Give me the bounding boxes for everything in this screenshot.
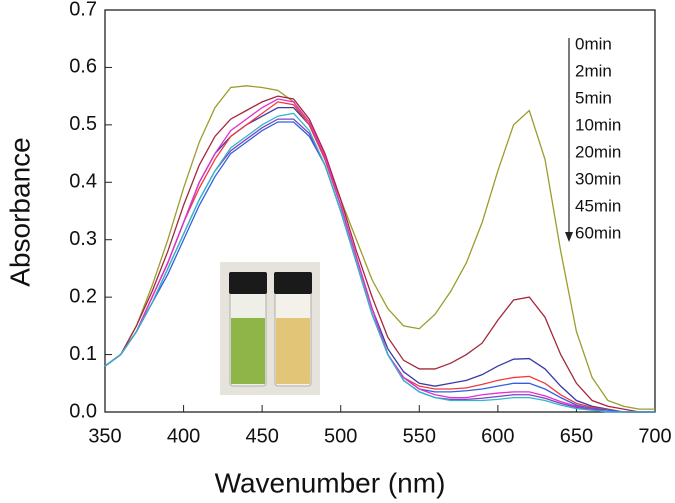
- legend-label: 45min: [575, 196, 621, 215]
- x-tick-label: 650: [560, 425, 593, 447]
- y-tick-label: 0.2: [69, 285, 97, 307]
- series-line: [104, 101, 655, 413]
- legend-label: 60min: [575, 223, 621, 242]
- legend-label: 2min: [575, 61, 612, 80]
- series-line: [104, 118, 655, 413]
- legend-label: 10min: [575, 115, 621, 134]
- x-axis-title: Wavenumber (nm): [215, 467, 446, 498]
- series-line: [104, 98, 655, 413]
- legend-label: 0min: [575, 34, 612, 53]
- x-tick-label: 600: [481, 425, 514, 447]
- x-tick-label: 700: [638, 425, 671, 447]
- y-axis-title: Absorbance: [4, 137, 35, 286]
- legend-label: 30min: [575, 169, 621, 188]
- y-tick-label: 0.7: [69, 0, 97, 20]
- legend-arrowhead: [565, 232, 573, 242]
- legend-label: 20min: [575, 142, 621, 161]
- x-tick-label: 550: [403, 425, 436, 447]
- legend-label: 5min: [575, 88, 612, 107]
- inset-photo: [220, 262, 320, 395]
- series-line: [104, 106, 655, 413]
- x-tick-label: 450: [245, 425, 278, 447]
- plot-frame: [104, 9, 656, 413]
- y-tick-label: 0.5: [69, 113, 97, 135]
- series-line: [104, 112, 655, 413]
- series-line: [104, 85, 655, 410]
- series-line: [104, 95, 655, 413]
- x-tick-label: 400: [167, 425, 200, 447]
- series-line: [104, 121, 655, 413]
- x-tick-label: 350: [88, 425, 121, 447]
- y-tick-label: 0.4: [69, 171, 97, 193]
- y-tick-label: 0.6: [69, 56, 97, 78]
- x-tick-label: 500: [324, 425, 357, 447]
- y-tick-label: 0.1: [69, 343, 97, 365]
- y-tick-label: 0.0: [69, 400, 97, 422]
- y-tick-label: 0.3: [69, 228, 97, 250]
